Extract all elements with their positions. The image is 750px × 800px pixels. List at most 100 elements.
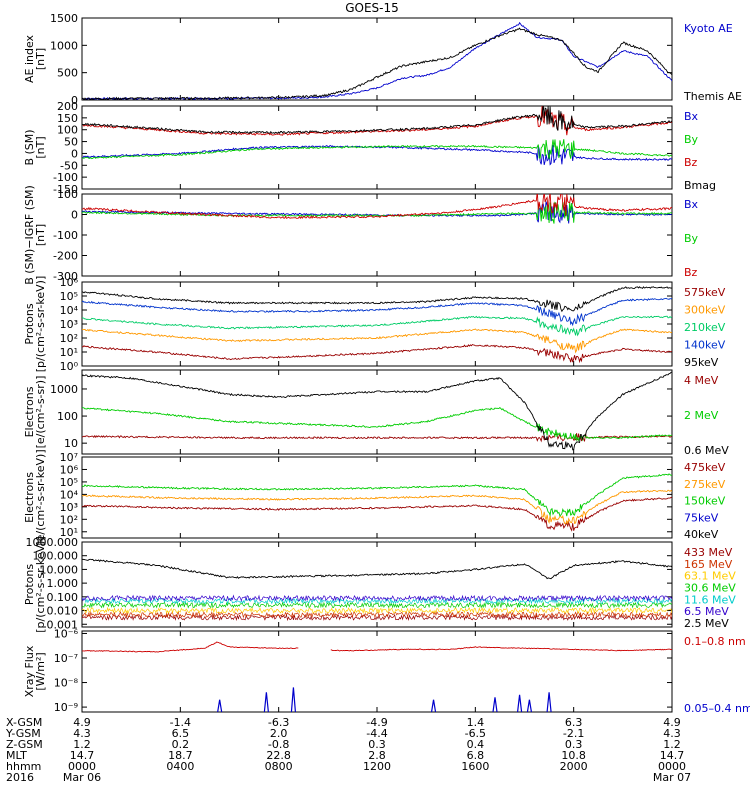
- series-line: [82, 194, 672, 220]
- y-tick-label: 10⁵: [60, 290, 78, 303]
- ephemeris-value: -2.1: [563, 727, 584, 740]
- legend-entry: 150keV: [684, 495, 726, 508]
- y-axis-label: Electrons[e/(cm²-s-sr-keV)]: [23, 449, 47, 545]
- plot-area: [82, 286, 672, 364]
- ephemeris-label: X-GSM: [6, 716, 42, 729]
- legend-entry: Bz: [684, 156, 698, 169]
- ephemeris-value: 1200: [363, 760, 391, 773]
- y-tick-label: 1000: [50, 39, 78, 52]
- y-tick-label: 10¹: [60, 346, 78, 359]
- y-tick-label: 0: [71, 94, 78, 107]
- y-tick-label: 10²: [60, 332, 78, 345]
- y-axis-label: Xray Flux[W/m²]: [23, 645, 47, 697]
- legend-entry: Kyoto AE: [684, 22, 733, 35]
- ephemeris-value: -0.8: [268, 738, 289, 751]
- ephemeris-value: 2000: [560, 760, 588, 773]
- ephemeris-value: 0800: [265, 760, 293, 773]
- series-line: [82, 613, 672, 622]
- ephemeris-value: 4.9: [663, 716, 681, 729]
- ephemeris-value: 1600: [461, 760, 489, 773]
- ephemeris-value: 14.7: [660, 749, 685, 762]
- panel-frame: [81, 193, 673, 277]
- legend-entry: 210keV: [684, 321, 726, 334]
- series-line: [82, 343, 672, 364]
- y-tick-label: 10: [64, 437, 78, 450]
- series-line: [82, 297, 672, 327]
- series-line: [82, 144, 672, 166]
- series-spike: [290, 687, 297, 712]
- ephemeris-value: -1.4: [170, 716, 191, 729]
- y-tick-label: 0.010: [47, 605, 79, 618]
- series-line: [82, 328, 672, 354]
- legend-entry: Themis AE: [683, 90, 742, 103]
- legend-entry: 11.6 MeV: [684, 593, 736, 606]
- legend-entry: 30.6 MeV: [684, 582, 736, 595]
- y-tick-label: 1500: [50, 12, 78, 25]
- y-tick-label: 10.000: [40, 563, 79, 576]
- ephemeris-label: MLT: [6, 749, 27, 762]
- legend-entry: 165 MeV: [684, 558, 733, 571]
- ephemeris-value: 2.8: [368, 749, 386, 762]
- series-line: [82, 433, 672, 443]
- y-tick-label: 0.100: [47, 591, 79, 604]
- ephemeris-value: 4.3: [663, 727, 681, 740]
- series-line: [82, 201, 672, 224]
- ephemeris-value: Mar 07: [653, 771, 691, 784]
- legend-entry: 0.6 MeV: [684, 444, 729, 457]
- series-spike: [516, 694, 523, 712]
- y-tick-label: 500: [57, 67, 78, 80]
- y-axis-label: Protons[p/(cm²-s-sr-keV)]: [23, 276, 47, 373]
- y-tick-label: 10⁻⁸: [54, 677, 79, 690]
- series-line: [82, 641, 672, 653]
- y-tick-label: 200: [57, 100, 78, 113]
- y-tick-label: 0: [71, 209, 78, 222]
- plot-area: [82, 21, 672, 100]
- y-tick-label: 1000.000: [26, 536, 79, 549]
- legend-entry: 4 MeV: [684, 374, 719, 387]
- plot-area: [82, 371, 672, 451]
- ephemeris-value: 6.8: [467, 749, 485, 762]
- series-spike: [217, 699, 223, 712]
- ephemeris-value: -6.5: [465, 727, 486, 740]
- y-tick-label: 10⁵: [60, 476, 78, 489]
- ephemeris-value: -4.4: [366, 727, 387, 740]
- ephemeris-value: -6.3: [268, 716, 289, 729]
- y-tick-label: 10²: [60, 513, 78, 526]
- ephemeris-value: 0000: [658, 760, 686, 773]
- y-tick-label: -100: [53, 171, 78, 184]
- y-tick-label: 10⁻⁹: [54, 701, 78, 714]
- ephemeris-value: Mar 06: [63, 771, 101, 784]
- ephemeris-value: 14.7: [70, 749, 95, 762]
- panel-xray: 10⁻⁶ 10⁻⁷ 10⁻⁸ 10⁻⁹ Xray Flux[W/m²] 0.1–0.8 n…: [23, 627, 750, 715]
- y-axis-label: B (SM)−IGRF (SM)[nT]: [23, 185, 47, 285]
- ephemeris-label: 2016: [6, 771, 34, 784]
- legend-entry: 0.05–0.4 nm: [684, 702, 750, 715]
- y-tick-label: 0.001: [47, 618, 79, 631]
- ephemeris-label: hhmm: [6, 760, 41, 773]
- ephemeris-value: 0.3: [368, 738, 386, 751]
- series-spike: [526, 699, 533, 712]
- ephemeris-value: 4.3: [73, 727, 91, 740]
- series-line: [82, 106, 672, 136]
- series-spike: [430, 699, 437, 712]
- panel-bdiff: 100 0 -100 -200 -300 B (SM)−IGRF (SM)[nT] Bx By…: [23, 185, 699, 285]
- y-tick-label: 1000: [50, 383, 78, 396]
- y-tick-label: 10⁶: [60, 276, 79, 289]
- legend-entry: 2 MeV: [684, 409, 719, 422]
- panel-protons_mev: 1000.000100.00010.0001.0000.1000.0100.00…: [23, 536, 736, 633]
- legend-entry: 63.1 MeV: [684, 570, 736, 583]
- chart-title: GOES-15: [345, 1, 399, 15]
- legend-entry: 2.5 MeV: [684, 617, 729, 630]
- ephemeris-value: 6.5: [172, 727, 190, 740]
- series-line: [82, 201, 672, 224]
- series-line: [82, 406, 672, 442]
- ephemeris-table: X-GSMY-GSMZ-GSMMLThhmm20164.94.31.214.70…: [5, 716, 691, 784]
- series-line: [82, 601, 672, 609]
- series-spike: [492, 697, 498, 712]
- ephemeris-value: 4.9: [73, 716, 91, 729]
- series-line: [82, 371, 672, 451]
- y-tick-label: 100: [57, 188, 78, 201]
- y-tick-label: 1.000: [47, 577, 79, 590]
